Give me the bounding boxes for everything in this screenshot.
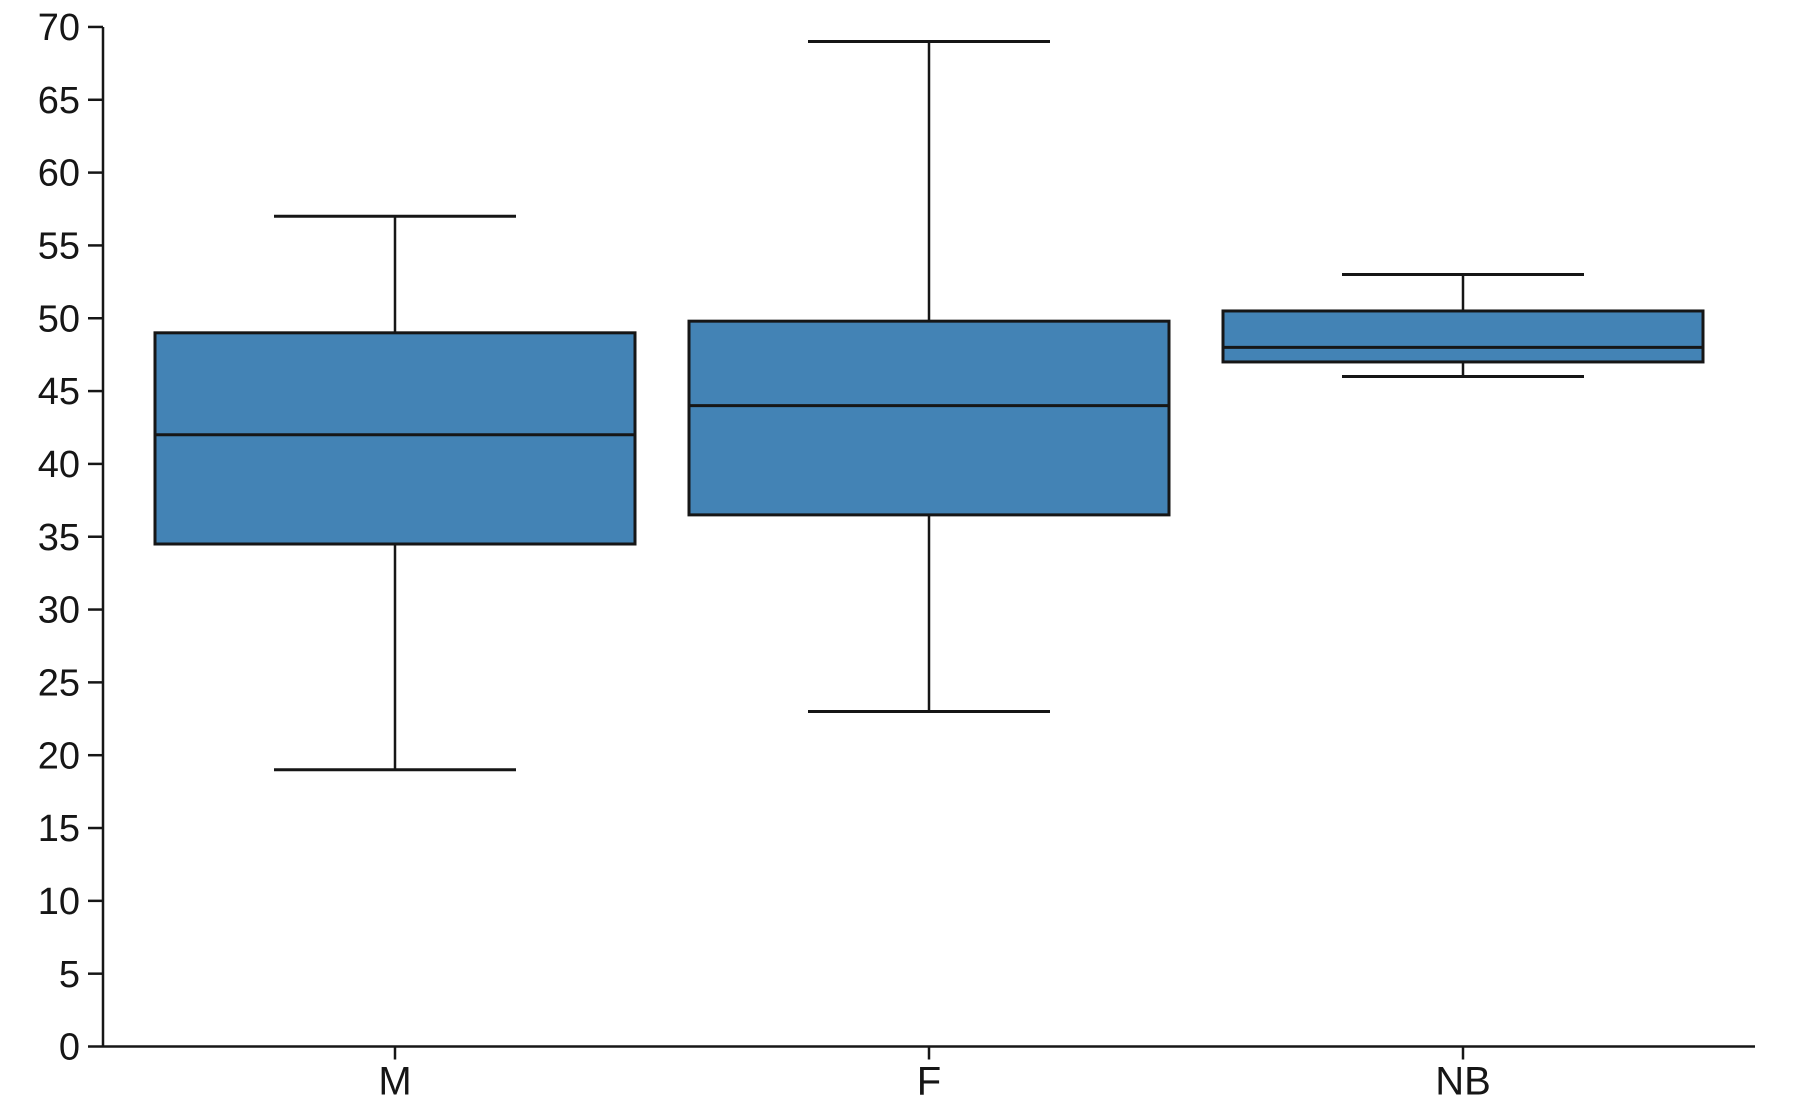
- x-category-label-M: M: [378, 1060, 411, 1100]
- y-tick-label: 30: [38, 590, 80, 632]
- y-tick-label: 35: [38, 517, 80, 559]
- box-M: [153, 331, 637, 546]
- box-F: [687, 319, 1171, 517]
- y-tick-label: 25: [38, 662, 80, 704]
- y-tick-label: 55: [38, 226, 80, 268]
- y-tick-label: 20: [38, 735, 80, 777]
- x-category-label-F: F: [917, 1060, 941, 1100]
- x-category-label-NB: NB: [1435, 1060, 1491, 1100]
- box-NB: [1221, 309, 1705, 364]
- y-tick-label: 65: [38, 80, 80, 122]
- y-tick-label: 10: [38, 881, 80, 923]
- y-tick-label: 70: [38, 7, 80, 49]
- y-tick-label: 15: [38, 808, 80, 850]
- y-tick-label: 0: [59, 1027, 80, 1069]
- y-tick-label: 45: [38, 371, 80, 413]
- y-tick-label: 60: [38, 153, 80, 195]
- y-tick-label: 40: [38, 444, 80, 486]
- y-tick-label: 5: [59, 954, 80, 996]
- y-tick-label: 50: [38, 298, 80, 340]
